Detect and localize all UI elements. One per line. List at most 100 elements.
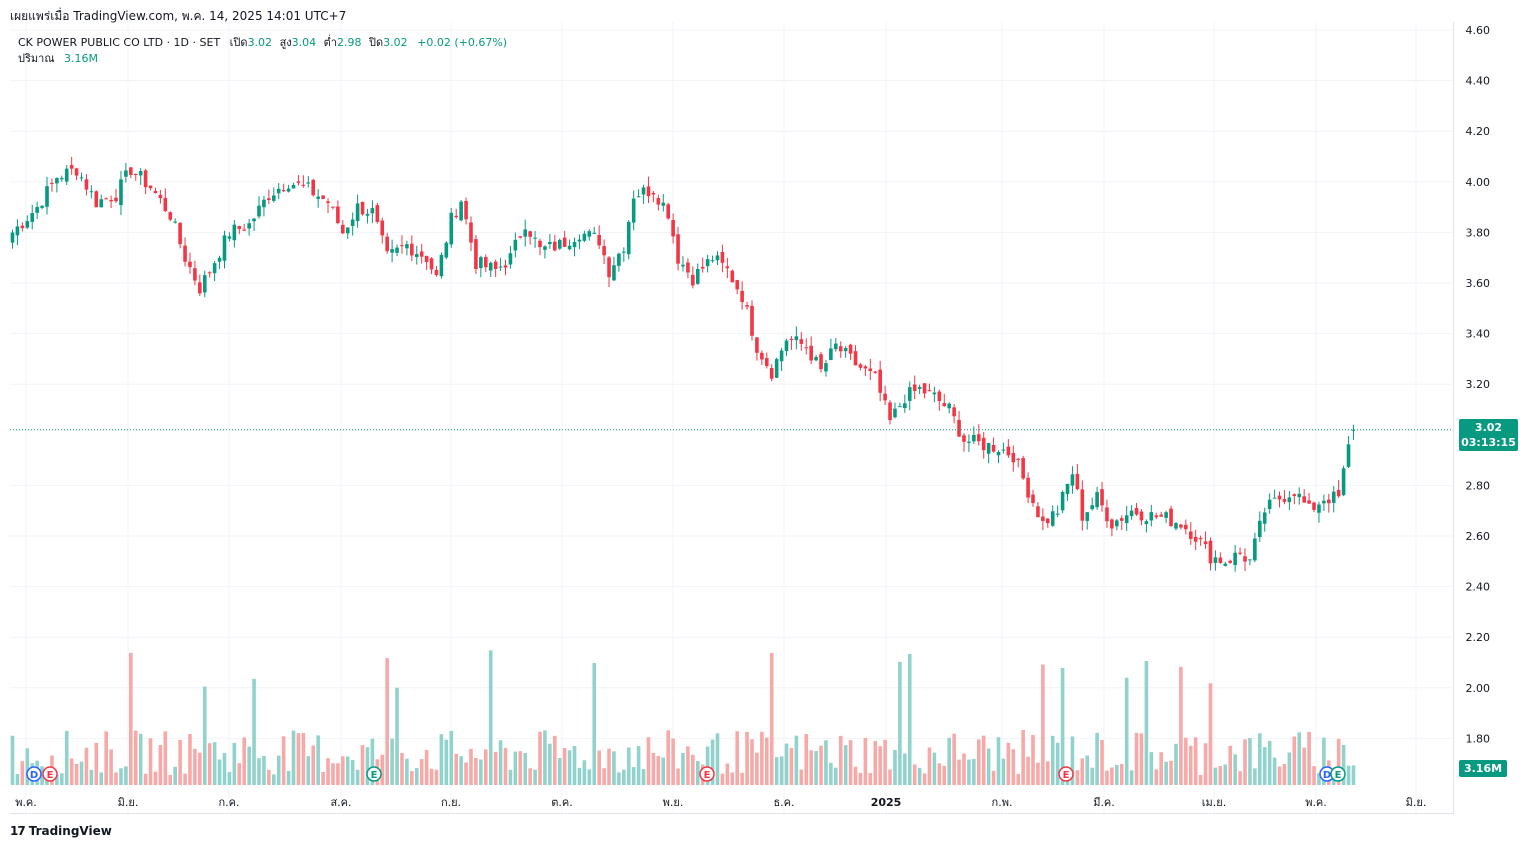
volume-bar bbox=[207, 743, 212, 785]
candle-body bbox=[20, 225, 25, 229]
candle-body bbox=[863, 366, 868, 369]
volume-bar bbox=[40, 766, 44, 785]
symbol-title[interactable]: CK POWER PUBLIC CO LTD · 1D · SET bbox=[18, 36, 221, 49]
volume-bar bbox=[868, 773, 873, 785]
volume-bar bbox=[212, 742, 217, 785]
candle-body bbox=[1262, 512, 1267, 524]
volume-bar bbox=[464, 762, 468, 785]
candle-body bbox=[1203, 541, 1208, 545]
candle-body bbox=[1169, 508, 1173, 526]
candle-body bbox=[893, 408, 897, 418]
candle-body bbox=[202, 275, 207, 293]
volume-bar bbox=[1198, 774, 1203, 785]
volume-bar bbox=[424, 749, 429, 785]
chart-frame[interactable] bbox=[10, 22, 1454, 814]
candle-body bbox=[464, 200, 468, 220]
volume-bar bbox=[740, 772, 744, 785]
volume-bar bbox=[188, 733, 192, 785]
earnings-marker-icon bbox=[1058, 766, 1074, 782]
volume-bar bbox=[202, 686, 207, 785]
candle-body bbox=[242, 229, 247, 231]
volume-bar bbox=[1055, 742, 1060, 785]
candle-body bbox=[809, 345, 813, 361]
volume-bar bbox=[385, 658, 389, 785]
volume-bar bbox=[789, 747, 794, 785]
volume-bar bbox=[355, 769, 360, 785]
volume-bar bbox=[1070, 736, 1075, 785]
candle-body bbox=[1154, 515, 1159, 518]
volume-bar bbox=[360, 745, 365, 785]
candle-body bbox=[414, 254, 419, 257]
candle-body bbox=[1026, 477, 1030, 498]
volume-bar bbox=[774, 757, 779, 785]
volume-bar bbox=[138, 733, 143, 785]
candle-body bbox=[375, 205, 380, 222]
candle-body bbox=[1213, 557, 1218, 563]
marker-letter: D bbox=[30, 770, 38, 781]
volume-bar bbox=[553, 735, 557, 785]
volume-bar bbox=[893, 749, 897, 785]
candle-body bbox=[94, 191, 99, 208]
volume-bar bbox=[676, 768, 680, 785]
volume-bar bbox=[350, 760, 355, 785]
volume-bar bbox=[557, 758, 562, 785]
candle-body bbox=[1174, 523, 1178, 529]
volume-bar bbox=[764, 737, 769, 785]
candle-body bbox=[227, 236, 232, 239]
y-tick-label: 4.00 bbox=[1466, 176, 1491, 189]
candle-body bbox=[178, 222, 182, 245]
candle-body bbox=[1287, 497, 1292, 503]
volume-bar bbox=[513, 751, 518, 785]
volume-bar bbox=[1223, 764, 1228, 785]
candle-body bbox=[769, 368, 774, 379]
x-tick-label: พ.ย. bbox=[663, 796, 684, 809]
candle-body bbox=[493, 261, 498, 270]
volume-bar bbox=[1262, 747, 1267, 785]
volume-bar bbox=[257, 758, 261, 785]
volume-bar bbox=[1312, 766, 1316, 785]
volume-bar bbox=[25, 748, 30, 785]
candle-body bbox=[153, 190, 158, 194]
candle-body bbox=[1129, 510, 1134, 517]
candle-body bbox=[661, 202, 666, 206]
candle-body bbox=[636, 196, 641, 198]
volume-bar bbox=[1184, 737, 1188, 785]
candle-body bbox=[1184, 524, 1188, 530]
candle-body bbox=[1336, 489, 1341, 497]
candle-body bbox=[695, 268, 700, 284]
volume-bar bbox=[1257, 733, 1262, 785]
candle-body bbox=[981, 437, 986, 451]
candle-body bbox=[1075, 473, 1080, 490]
candle-body bbox=[967, 441, 971, 443]
candle-body bbox=[99, 199, 104, 208]
volume-bar bbox=[656, 756, 661, 785]
volume-bar bbox=[976, 739, 981, 785]
volume-bar bbox=[60, 773, 64, 785]
volume-bar bbox=[1322, 737, 1326, 785]
volume-bar bbox=[1307, 731, 1311, 785]
footer-brand[interactable]: 17 TradingView bbox=[10, 824, 112, 838]
candle-body bbox=[1041, 516, 1045, 521]
candle-body bbox=[503, 265, 508, 268]
volume-bar bbox=[1346, 765, 1351, 785]
volume-bar bbox=[705, 746, 710, 785]
volume-bar bbox=[1011, 749, 1016, 785]
candle-body bbox=[572, 241, 577, 248]
candle-body bbox=[148, 185, 153, 189]
candle-body bbox=[1011, 452, 1016, 463]
volume-bar bbox=[237, 763, 242, 785]
volume-bar bbox=[937, 763, 942, 785]
volume-bar bbox=[380, 754, 385, 785]
candle-body bbox=[942, 403, 947, 407]
candle-body bbox=[217, 257, 222, 262]
volume-bar bbox=[370, 738, 375, 785]
candle-body bbox=[617, 253, 621, 266]
candle-body bbox=[553, 241, 557, 251]
y-tick-label: 2.00 bbox=[1466, 682, 1491, 695]
volume-bar bbox=[153, 771, 158, 785]
candle-body bbox=[631, 198, 636, 223]
candle-body bbox=[853, 351, 858, 366]
volume-bar bbox=[232, 742, 237, 785]
volume-bar bbox=[439, 734, 444, 785]
